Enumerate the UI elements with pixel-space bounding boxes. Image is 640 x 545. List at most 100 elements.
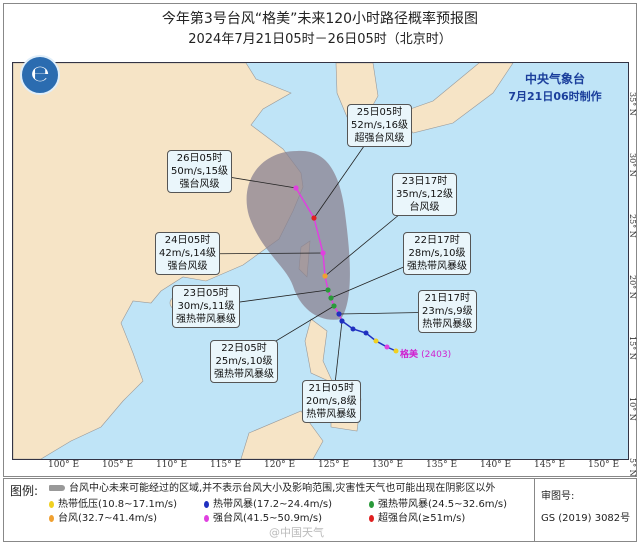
legend-dot-icon <box>204 514 209 522</box>
past-point <box>363 330 369 336</box>
legend-cone: 台风中心未来可能经过的区域,并不表示台风大小及影响范围,灾害性天气也可能出现在阴… <box>49 483 495 495</box>
org-name: 中央气象台 <box>524 72 585 86</box>
past-point <box>373 338 379 344</box>
forecast-wind: 20m/s,8级 <box>306 396 357 407</box>
approval-box: 审图号: GS (2019) 3082号 <box>534 479 637 541</box>
forecast-label: 21日17时 23m/s,9级 热带风暴级 <box>418 290 477 333</box>
forecast-wind: 50m/s,15级 <box>171 166 228 177</box>
longitude-label: 150° E <box>588 460 620 470</box>
forecast-point <box>331 303 337 309</box>
forecast-level: 热带风暴级 <box>306 409 357 420</box>
forecast-level: 热带风暴级 <box>422 319 473 330</box>
typhoon-name-label: 格美 (2403) <box>400 347 451 360</box>
forecast-level: 台风级 <box>409 202 440 213</box>
typhoon-name: 格美 <box>400 350 419 360</box>
legend-item: 热带风暴(17.2~24.4m/s) <box>204 499 332 511</box>
forecast-label: 26日05时 50m/s,15级 强台风级 <box>167 150 232 193</box>
legend: 图例: 台风中心未来可能经过的区域,并不表示台风大小及影响范围,灾害性天气也可能… <box>3 478 637 542</box>
legend-label: 强热带风暴(24.5~32.6m/s) <box>378 499 508 510</box>
forecast-point <box>311 215 317 221</box>
forecast-wind: 35m/s,12级 <box>396 189 453 200</box>
legend-label: 强台风(41.5~50.9m/s) <box>213 513 323 524</box>
longitude-label: 135° E <box>426 460 458 470</box>
forecast-level: 强台风级 <box>179 179 220 190</box>
legend-item: 超强台风(≥51m/s) <box>369 513 465 525</box>
forecast-label: 21日05时 20m/s,8级 热带风暴级 <box>302 380 361 423</box>
borneo <box>240 410 324 459</box>
cone-swatch-icon <box>49 485 65 491</box>
approval-label: 审图号: <box>541 491 575 502</box>
forecast-time: 25日05时 <box>356 107 403 118</box>
forecast-level: 强热带风暴级 <box>214 369 274 380</box>
latitude-label: 15° N <box>628 336 637 360</box>
legend-dot-icon <box>49 500 54 508</box>
longitude-label: 140° E <box>480 460 512 470</box>
legend-label: 台风(32.7~41.4m/s) <box>58 513 158 524</box>
legend-label: 热带低压(10.8~17.1m/s) <box>58 499 178 510</box>
forecast-time: 21日17时 <box>424 293 471 304</box>
legend-label: 超强台风(≥51m/s) <box>378 513 466 524</box>
forecast-level: 强台风级 <box>167 261 208 272</box>
forecast-point <box>328 295 334 301</box>
latitude-label: 20° N <box>628 275 637 299</box>
typhoon-id: (2403) <box>421 350 452 360</box>
forecast-label: 23日17时 35m/s,12级 台风级 <box>392 173 457 216</box>
latitude-label: 30° N <box>628 153 637 177</box>
longitude-label: 100° E <box>48 460 80 470</box>
legend-item: 热带低压(10.8~17.1m/s) <box>49 499 177 511</box>
watermark: @中国天气 <box>269 526 324 539</box>
forecast-time: 22日17时 <box>414 235 460 246</box>
past-point <box>350 326 356 332</box>
forecast-label: 22日17时 28m/s,10级 强热带风暴级 <box>403 232 471 275</box>
longitude-label: 110° E <box>156 460 188 470</box>
legend-label: 热带风暴(17.2~24.4m/s) <box>213 499 333 510</box>
longitude-label: 145° E <box>534 460 566 470</box>
forecast-point <box>339 318 345 324</box>
approval-number: GS (2019) 3082号 <box>541 513 631 524</box>
forecast-label: 24日05时 42m/s,14级 强台风级 <box>155 232 220 275</box>
map-subtitle: 2024年7月21日05时－26日05时（北京时） <box>188 32 452 47</box>
longitude-label: 120° E <box>264 460 296 470</box>
forecast-label: 23日05时 30m/s,11级 强热带风暴级 <box>172 285 240 328</box>
forecast-wind: 23m/s,9级 <box>422 306 473 317</box>
forecast-label: 25日05时 52m/s,16级 超强台风级 <box>347 104 412 147</box>
forecast-wind: 42m/s,14级 <box>159 248 216 259</box>
legend-dot-icon <box>369 514 374 522</box>
latitude-label: 35° N <box>628 92 637 116</box>
forecast-label: 22日05时 25m/s,10级 强热带风暴级 <box>210 340 278 383</box>
latitude-label: 5° N <box>628 458 637 477</box>
legend-dot-icon <box>49 514 54 522</box>
forecast-time: 26日05时 <box>176 153 223 164</box>
longitude-label: 125° E <box>318 460 350 470</box>
legend-dot-icon <box>369 500 374 508</box>
forecast-time: 24日05时 <box>164 235 211 246</box>
cma-logo: ℮ <box>20 55 60 95</box>
legend-item: 台风(32.7~41.4m/s) <box>49 513 157 525</box>
forecast-time: 23日17时 <box>401 176 448 187</box>
legend-dot-icon <box>204 500 209 508</box>
legend-item: 强台风(41.5~50.9m/s) <box>204 513 322 525</box>
forecast-wind: 52m/s,16级 <box>351 120 408 131</box>
forecast-point <box>293 185 299 191</box>
forecast-point <box>322 273 328 279</box>
forecast-wind: 30m/s,11级 <box>177 301 235 312</box>
forecast-time: 22日05时 <box>221 343 267 354</box>
forecast-time: 23日05时 <box>183 288 229 299</box>
made-time: 7月21日06时制作 <box>508 90 602 103</box>
forecast-level: 强热带风暴级 <box>176 314 236 325</box>
forecast-level: 超强台风级 <box>354 133 405 144</box>
forecast-time: 21日05时 <box>308 383 355 394</box>
longitude-label: 130° E <box>372 460 404 470</box>
cone-note: 台风中心未来可能经过的区域,并不表示台风大小及影响范围,灾害性天气也可能出现在阴… <box>69 483 496 494</box>
japan <box>398 63 514 134</box>
map-title: 今年第3号台风“格美”未来120小时路径概率预报图 <box>161 11 479 27</box>
legend-item: 强热带风暴(24.5~32.6m/s) <box>369 499 507 511</box>
legend-title: 图例: <box>10 484 39 498</box>
longitude-label: 115° E <box>210 460 242 470</box>
longitude-label: 105° E <box>102 460 134 470</box>
past-point <box>384 344 390 350</box>
forecast-wind: 28m/s,10级 <box>408 248 466 259</box>
latitude-label: 10° N <box>628 397 637 421</box>
outer-frame <box>3 3 637 477</box>
